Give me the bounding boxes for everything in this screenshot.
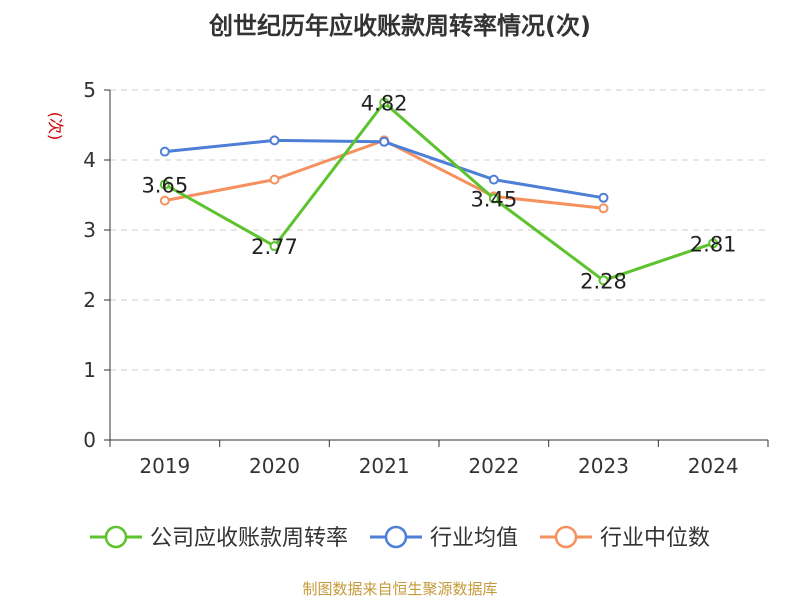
x-tick-label: 2023 <box>578 454 629 478</box>
chart-title: 创世纪历年应收账款周转率情况(次) <box>208 12 591 40</box>
legend[interactable]: 公司应收账款周转率 行业均值 行业中位数 <box>89 525 710 551</box>
data-point <box>159 179 170 190</box>
data-point <box>598 203 609 214</box>
data-label: 3.45 <box>470 188 517 212</box>
y-tick-label: 0 <box>83 428 96 452</box>
data-point <box>269 174 280 185</box>
y-tick-label: 2 <box>83 288 96 312</box>
x-tick-label: 2024 <box>688 454 739 478</box>
data-point <box>708 238 719 249</box>
x-tick-label: 2019 <box>139 454 190 478</box>
data-label: 2.81 <box>690 232 737 256</box>
legend-label: 行业中位数 <box>600 526 710 551</box>
legend-marker <box>554 525 578 549</box>
y-tick-label: 5 <box>83 78 96 102</box>
legend-marker <box>104 525 128 549</box>
y-tick-label: 1 <box>83 358 96 382</box>
legend-label: 行业均值 <box>430 526 518 551</box>
data-point <box>598 275 609 286</box>
y-tick-label: 4 <box>83 148 96 172</box>
data-label: 4.82 <box>361 92 408 116</box>
grid-lines <box>110 89 768 371</box>
data-point <box>488 174 499 185</box>
data-point <box>379 136 390 147</box>
legend-item[interactable]: 行业均值 <box>369 525 518 551</box>
series-line <box>164 138 604 210</box>
data-point <box>269 241 280 252</box>
x-tick-label: 2022 <box>468 454 519 478</box>
series-line <box>164 101 714 282</box>
data-label: 2.77 <box>251 235 298 259</box>
legend-marker <box>384 525 408 549</box>
x-tick-label: 2020 <box>249 454 300 478</box>
data-labels: 3.65 2.77 4.82 3.45 2.28 2.81 <box>141 92 736 294</box>
series-lines <box>159 97 719 286</box>
axes: 0 1 2 3 4 5 2019 2020 2021 2022 2023 2024 <box>83 78 769 478</box>
legend-label: 公司应收账款周转率 <box>150 526 348 551</box>
data-point <box>598 192 609 203</box>
y-axis-label: (次) <box>46 112 65 141</box>
data-point <box>379 97 390 108</box>
y-tick-label: 3 <box>83 218 96 242</box>
data-point <box>159 146 170 157</box>
data-label: 2.28 <box>580 269 627 293</box>
x-tick-label: 2021 <box>359 454 410 478</box>
data-point <box>159 195 170 206</box>
data-point <box>269 135 280 146</box>
data-label: 3.65 <box>141 174 188 198</box>
source-note: 制图数据来自恒生聚源数据库 <box>302 580 497 598</box>
legend-item[interactable]: 行业中位数 <box>540 525 710 551</box>
legend-item[interactable]: 公司应收账款周转率 <box>89 525 348 551</box>
data-point <box>488 193 499 204</box>
